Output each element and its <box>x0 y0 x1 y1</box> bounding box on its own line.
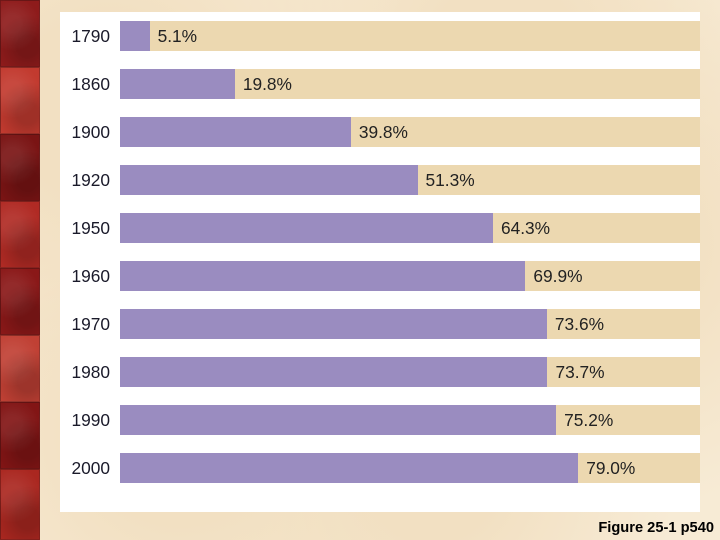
chart-row: 1990 75.2% <box>60 396 700 444</box>
value-label: 75.2% <box>564 405 613 435</box>
bar-fill <box>120 21 150 51</box>
chart-row: 1950 64.3% <box>60 204 700 252</box>
year-label: 1920 <box>60 156 120 204</box>
bar-track: 64.3% <box>120 213 700 243</box>
chart-row: 1860 19.8% <box>60 60 700 108</box>
bar-fill <box>120 117 351 147</box>
sideband-cell <box>0 0 40 67</box>
bar-track: 69.9% <box>120 261 700 291</box>
bar-fill <box>120 213 493 243</box>
urban-pct-bar-chart: 1790 5.1% 1860 19.8% 1900 39.8% 1920 51.3% 1950 6… <box>60 12 700 512</box>
year-label: 1980 <box>60 348 120 396</box>
chart-row: 1920 51.3% <box>60 156 700 204</box>
year-label: 1860 <box>60 60 120 108</box>
value-label: 5.1% <box>158 21 198 51</box>
bar-fill <box>120 357 547 387</box>
sideband-cell <box>0 134 40 201</box>
value-label: 73.7% <box>555 357 604 387</box>
bar-fill <box>120 165 418 195</box>
value-label: 79.0% <box>586 453 635 483</box>
year-label: 2000 <box>60 444 120 492</box>
year-label: 1900 <box>60 108 120 156</box>
sideband-cell <box>0 67 40 134</box>
value-label: 64.3% <box>501 213 550 243</box>
sideband-cell <box>0 469 40 540</box>
bar-track: 19.8% <box>120 69 700 99</box>
sideband-cell <box>0 402 40 469</box>
year-label: 1790 <box>60 12 120 60</box>
bar-fill <box>120 453 578 483</box>
decorative-sideband <box>0 0 40 540</box>
sideband-cell <box>0 335 40 402</box>
bar-track: 5.1% <box>120 21 700 51</box>
chart-row: 1980 73.7% <box>60 348 700 396</box>
figure-caption: Figure 25-1 p540 <box>598 520 714 536</box>
value-label: 19.8% <box>243 69 292 99</box>
bar-background <box>120 21 700 51</box>
chart-row: 1790 5.1% <box>60 12 700 60</box>
bar-track: 39.8% <box>120 117 700 147</box>
bar-track: 75.2% <box>120 405 700 435</box>
chart-row: 1960 69.9% <box>60 252 700 300</box>
year-label: 1950 <box>60 204 120 252</box>
bar-fill <box>120 261 525 291</box>
chart-row: 2000 79.0% <box>60 444 700 492</box>
bar-fill <box>120 405 556 435</box>
bar-fill <box>120 69 235 99</box>
bar-track: 73.6% <box>120 309 700 339</box>
bar-fill <box>120 309 547 339</box>
chart-row: 1970 73.6% <box>60 300 700 348</box>
value-label: 39.8% <box>359 117 408 147</box>
year-label: 1990 <box>60 396 120 444</box>
value-label: 69.9% <box>533 261 582 291</box>
sideband-cell <box>0 268 40 335</box>
value-label: 51.3% <box>426 165 475 195</box>
bar-track: 73.7% <box>120 357 700 387</box>
year-label: 1960 <box>60 252 120 300</box>
sideband-cell <box>0 201 40 268</box>
bar-track: 79.0% <box>120 453 700 483</box>
bar-track: 51.3% <box>120 165 700 195</box>
year-label: 1970 <box>60 300 120 348</box>
slide-page: 1790 5.1% 1860 19.8% 1900 39.8% 1920 51.3% 1950 6… <box>0 0 720 540</box>
value-label: 73.6% <box>555 309 604 339</box>
chart-row: 1900 39.8% <box>60 108 700 156</box>
